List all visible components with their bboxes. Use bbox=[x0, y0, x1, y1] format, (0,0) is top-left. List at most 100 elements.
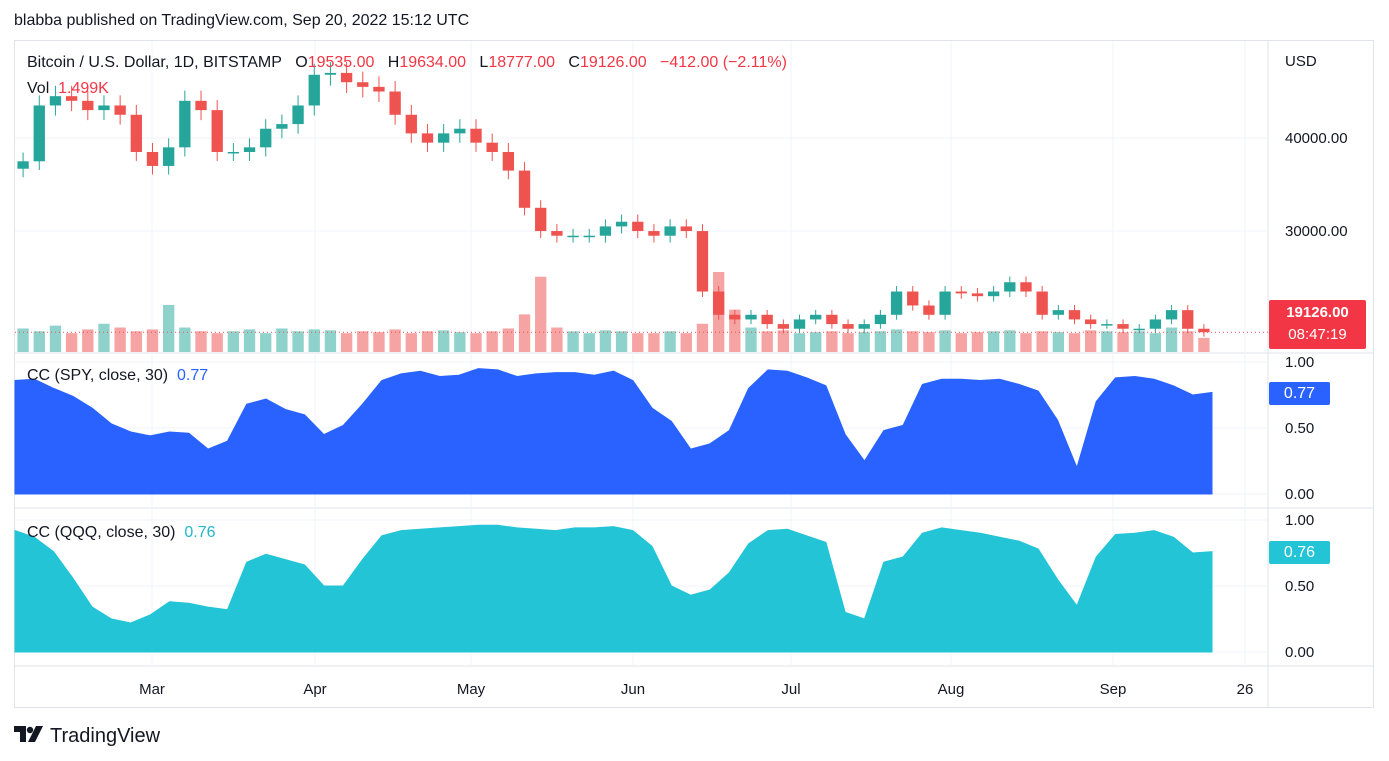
volume-bar bbox=[82, 329, 94, 352]
volume-bar bbox=[421, 331, 434, 352]
volume-bar bbox=[65, 333, 78, 352]
candle-body bbox=[454, 128, 466, 134]
symbol-name: Bitcoin / U.S. Dollar, 1D, BITSTAMP bbox=[27, 54, 282, 71]
candle-body bbox=[583, 235, 595, 238]
last-price-value: 19126.00 bbox=[1286, 304, 1349, 321]
candle-body bbox=[324, 72, 337, 75]
candle-body bbox=[1117, 324, 1129, 329]
candle-body bbox=[1182, 310, 1194, 329]
volume-bar bbox=[1101, 331, 1113, 352]
x-tick-label: Aug bbox=[938, 681, 965, 698]
qqq-indicator-legend[interactable]: CC (QQQ, close, 30) 0.76 bbox=[27, 524, 216, 542]
candle-body bbox=[939, 291, 951, 315]
candle-body bbox=[163, 147, 175, 166]
candle-body bbox=[1004, 282, 1016, 292]
volume-bar bbox=[470, 333, 482, 352]
volume-bar bbox=[243, 329, 256, 352]
qqq-correlation-tick-label: 1.00 bbox=[1285, 512, 1314, 529]
symbol-legend[interactable]: Bitcoin / U.S. Dollar, 1D, BITSTAMP O195… bbox=[27, 54, 787, 72]
volume-bar bbox=[195, 331, 207, 352]
volume-bar bbox=[389, 329, 401, 352]
volume-bar bbox=[405, 333, 417, 352]
volume-bar bbox=[1020, 333, 1032, 352]
volume-bar bbox=[680, 333, 692, 352]
volume-bar bbox=[1117, 332, 1129, 352]
candle-body bbox=[437, 133, 450, 143]
candle-body bbox=[470, 128, 482, 143]
open-value: 19535.00 bbox=[307, 54, 375, 71]
candle-body bbox=[923, 305, 935, 315]
candle-body bbox=[33, 105, 45, 162]
spy-correlation-tick-label: 1.00 bbox=[1285, 354, 1314, 371]
candle-body bbox=[890, 291, 903, 315]
volume-bar bbox=[357, 331, 369, 352]
published-caption: blabba published on TradingView.com, Sep… bbox=[14, 12, 470, 29]
candle-body bbox=[826, 314, 838, 325]
x-tick-label: Apr bbox=[303, 681, 326, 698]
volume-bar bbox=[551, 327, 563, 352]
volume-bar bbox=[1085, 330, 1097, 352]
volume-bar bbox=[260, 333, 272, 352]
low-value: 18777.00 bbox=[488, 54, 556, 71]
volume-bar bbox=[1004, 330, 1016, 352]
volume-bar bbox=[146, 329, 159, 352]
candle-body bbox=[340, 72, 353, 83]
candle-body bbox=[615, 221, 628, 227]
volume-bar bbox=[987, 331, 1000, 352]
candle-body bbox=[858, 324, 870, 329]
tradingview-logo-icon[interactable] bbox=[14, 725, 44, 747]
spy-indicator-legend[interactable]: CC (SPY, close, 30) 0.77 bbox=[27, 367, 208, 385]
candle-body bbox=[1133, 328, 1145, 331]
x-tick-label: May bbox=[457, 681, 486, 698]
candle-body bbox=[696, 231, 709, 292]
volume-bar bbox=[874, 331, 887, 352]
volume-bar bbox=[373, 332, 385, 352]
volume-bar bbox=[890, 329, 903, 352]
volume-bar bbox=[130, 331, 142, 352]
candle-body bbox=[518, 170, 531, 208]
candle-body bbox=[308, 74, 320, 106]
volume-bar bbox=[437, 330, 450, 352]
low-label: L bbox=[479, 54, 489, 71]
candle-body bbox=[1020, 282, 1032, 292]
volume-bar bbox=[632, 333, 644, 352]
volume-label: Vol bbox=[27, 80, 50, 97]
candle-body bbox=[292, 105, 304, 125]
qqq-indicator-label: CC (QQQ, close, 30) bbox=[27, 524, 176, 541]
volume-bar bbox=[599, 330, 612, 352]
price-axis-unit: USD bbox=[1285, 53, 1317, 70]
volume-bar bbox=[518, 314, 531, 352]
candle-body bbox=[567, 235, 579, 238]
bar-countdown: 08:47:19 bbox=[1288, 326, 1347, 343]
volume-bar bbox=[696, 323, 709, 352]
candle-body bbox=[17, 161, 29, 169]
candle-body bbox=[357, 82, 369, 87]
high-value: 19634.00 bbox=[399, 54, 467, 71]
change-value: −412.00 (−2.11%) bbox=[660, 54, 787, 71]
candle-body bbox=[373, 86, 385, 92]
candle-body bbox=[227, 151, 240, 154]
candle-body bbox=[49, 96, 62, 106]
volume-legend[interactable]: Vol 1.499K bbox=[27, 80, 109, 98]
volume-bar bbox=[163, 304, 175, 352]
volume-bar bbox=[324, 330, 337, 352]
volume-bar bbox=[971, 332, 984, 352]
volume-bar bbox=[793, 333, 806, 352]
volume-bar bbox=[49, 325, 62, 352]
volume-bar bbox=[454, 332, 466, 352]
qqq-correlation-tick-label: 0.50 bbox=[1285, 578, 1314, 595]
qqq-value-tag: 0.76 bbox=[1269, 541, 1330, 564]
candle-body bbox=[211, 110, 223, 152]
candle-body bbox=[535, 207, 547, 232]
candle-body bbox=[1101, 324, 1113, 326]
tradingview-brand[interactable]: TradingView bbox=[50, 724, 161, 747]
volume-bar bbox=[502, 328, 515, 352]
candle-body bbox=[793, 319, 806, 329]
candle-body bbox=[114, 105, 126, 115]
x-tick-label: Mar bbox=[139, 681, 165, 698]
volume-bar bbox=[179, 327, 191, 352]
candle-body bbox=[1165, 310, 1178, 320]
candle-body bbox=[680, 226, 692, 232]
spy-indicator-value: 0.77 bbox=[176, 367, 209, 384]
